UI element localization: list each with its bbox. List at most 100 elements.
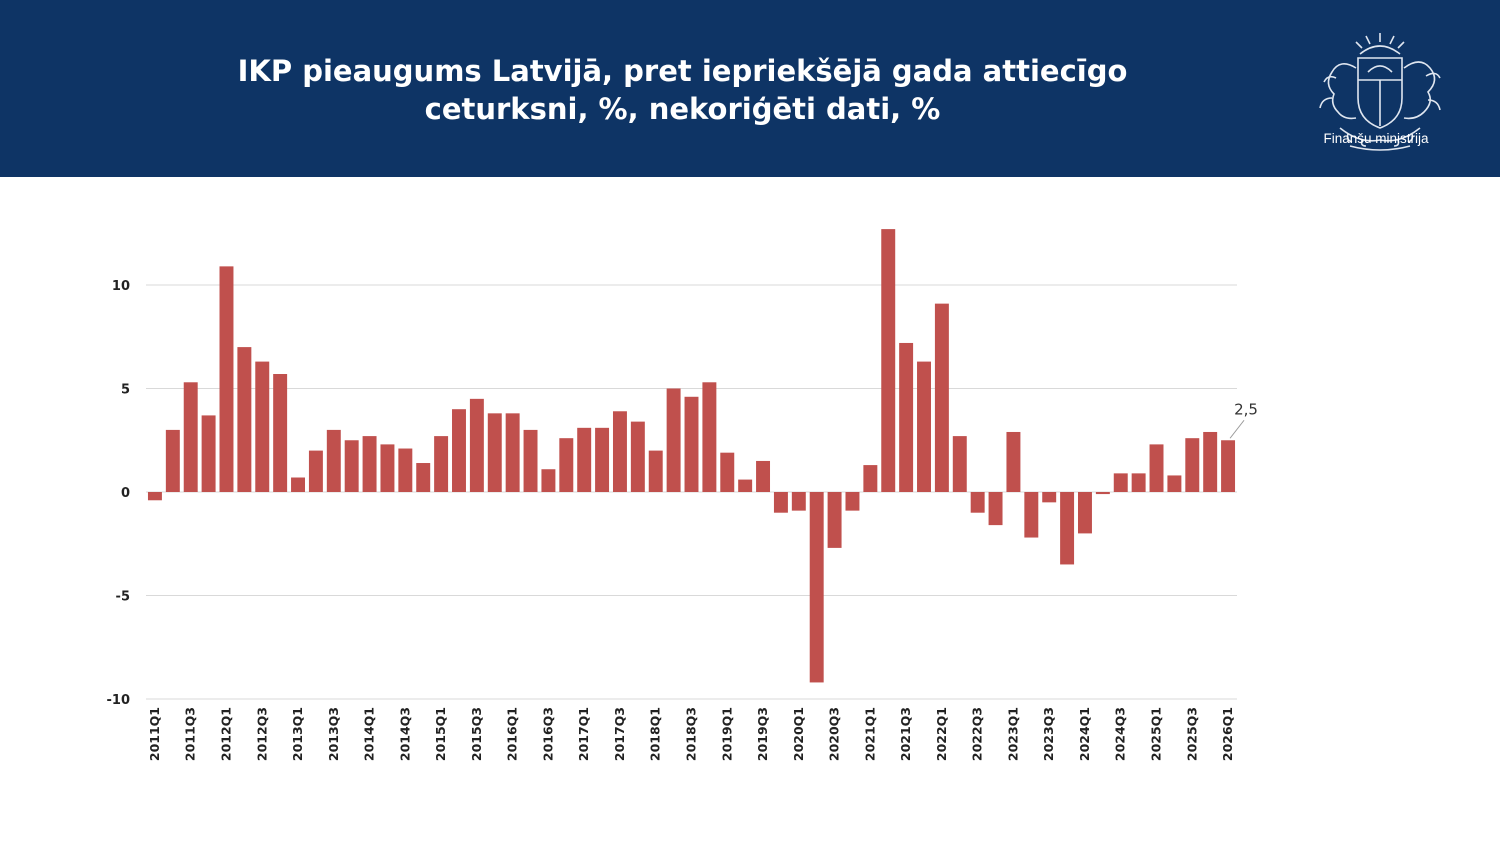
x-tick-label: 2018Q1 [648, 707, 663, 761]
x-tick-label: 2024Q1 [1077, 707, 1092, 761]
x-tick-label: 2023Q1 [1005, 707, 1020, 761]
page-title: IKP pieaugums Latvijā, pret iepriekšējā … [130, 52, 1235, 128]
bar [970, 492, 985, 513]
bar [756, 460, 771, 492]
bar [308, 450, 323, 492]
bar [326, 429, 341, 492]
bar [201, 415, 216, 492]
bar [559, 438, 574, 492]
bar [1113, 473, 1128, 492]
y-tick-label: 0 [121, 486, 130, 501]
bar [1185, 438, 1200, 492]
x-tick-label: 2016Q1 [505, 707, 520, 761]
bar [237, 347, 252, 492]
y-axis: 10 5 0 -5 -10 [107, 279, 131, 708]
gdp-growth-chart: 10 5 0 -5 -10 2011Q1 2011Q3 2012Q1 2012Q3 2013Q1… [107, 229, 1258, 761]
org-name: Finanšu ministrija [1323, 131, 1429, 146]
title-line-2: ceturksni, %, nekoriģēti dati, % [424, 92, 941, 126]
bar [1024, 492, 1039, 538]
y-tick-label: -5 [116, 590, 130, 605]
annotation-leader-line [1229, 419, 1245, 439]
bar [255, 361, 270, 492]
bar [791, 492, 806, 511]
bar [183, 382, 198, 492]
bar [541, 469, 556, 492]
bar [1006, 431, 1021, 492]
bar [505, 413, 520, 492]
x-tick-label: 2019Q1 [719, 707, 734, 761]
bar [684, 396, 699, 492]
x-tick-label: 2021Q1 [862, 707, 877, 761]
x-tick-label: 2012Q1 [218, 707, 233, 761]
x-tick-label: 2014Q3 [397, 707, 412, 761]
bar [648, 450, 663, 492]
bar [344, 440, 359, 492]
bar [434, 436, 449, 492]
bar [612, 411, 627, 492]
x-tick-label: 2015Q1 [433, 707, 448, 761]
x-tick-label: 2013Q3 [326, 707, 341, 761]
bar [988, 492, 1003, 526]
x-tick-label: 2013Q1 [290, 707, 305, 761]
bar [398, 448, 413, 492]
bar [523, 429, 538, 492]
bar [452, 409, 466, 492]
bar [219, 266, 234, 492]
coat-of-arms-icon [1319, 33, 1441, 151]
x-tick-label: 2020Q3 [827, 707, 842, 761]
bar [899, 342, 914, 492]
header-banner: IKP pieaugums Latvijā, pret iepriekšējā … [0, 0, 1500, 177]
bar [702, 382, 717, 492]
x-tick-label: 2018Q3 [684, 707, 699, 761]
x-tick-label: 2021Q3 [898, 707, 913, 761]
x-tick-label: 2025Q3 [1184, 707, 1199, 761]
x-tick-label: 2019Q3 [755, 707, 770, 761]
bar [1078, 492, 1092, 534]
y-tick-label: 10 [112, 279, 130, 294]
x-tick-label: 2022Q3 [970, 707, 985, 761]
bar [809, 492, 824, 683]
x-tick-label: 2017Q1 [576, 707, 591, 761]
bar [773, 492, 788, 513]
x-tick-label: 2012Q3 [254, 707, 269, 761]
bar [362, 436, 377, 492]
x-tick-label: 2023Q3 [1041, 707, 1056, 761]
x-tick-label: 2015Q3 [469, 707, 484, 761]
bar [630, 421, 645, 492]
annotation: 2,5 [1229, 400, 1258, 439]
bar [416, 463, 431, 492]
bar [845, 492, 860, 511]
bar [147, 492, 162, 501]
bar [1060, 492, 1075, 565]
bar [380, 444, 395, 492]
bars [147, 229, 1236, 683]
x-tick-label: 2026Q1 [1220, 707, 1235, 761]
bar [165, 429, 180, 492]
x-tick-label: 2014Q1 [362, 707, 377, 761]
bar [577, 427, 592, 492]
x-tick-label: 2011Q1 [147, 707, 162, 761]
bar [1221, 440, 1236, 492]
x-tick-label: 2020Q1 [791, 707, 806, 761]
x-tick-label: 2016Q3 [540, 707, 555, 761]
x-tick-label: 2025Q1 [1149, 707, 1164, 761]
bar [595, 427, 610, 492]
bar [952, 436, 967, 492]
bar [1042, 492, 1057, 503]
bar [917, 361, 931, 492]
y-tick-label: 5 [121, 383, 130, 398]
bar [738, 479, 753, 492]
bar [827, 492, 842, 548]
bar [881, 229, 896, 493]
bar [720, 452, 735, 492]
title-line-1: IKP pieaugums Latvijā, pret iepriekšējā … [237, 54, 1128, 88]
bar [1149, 444, 1164, 492]
bar [1203, 431, 1218, 492]
x-tick-label: 2017Q3 [612, 707, 627, 761]
y-tick-label: -10 [107, 693, 131, 708]
x-tick-label: 2022Q1 [934, 707, 949, 761]
bar [1095, 492, 1110, 495]
x-axis: 2011Q1 2011Q3 2012Q1 2012Q3 2013Q1 2013Q3 2014… [147, 707, 1235, 761]
bar [469, 398, 484, 492]
x-tick-label: 2024Q3 [1113, 707, 1128, 761]
